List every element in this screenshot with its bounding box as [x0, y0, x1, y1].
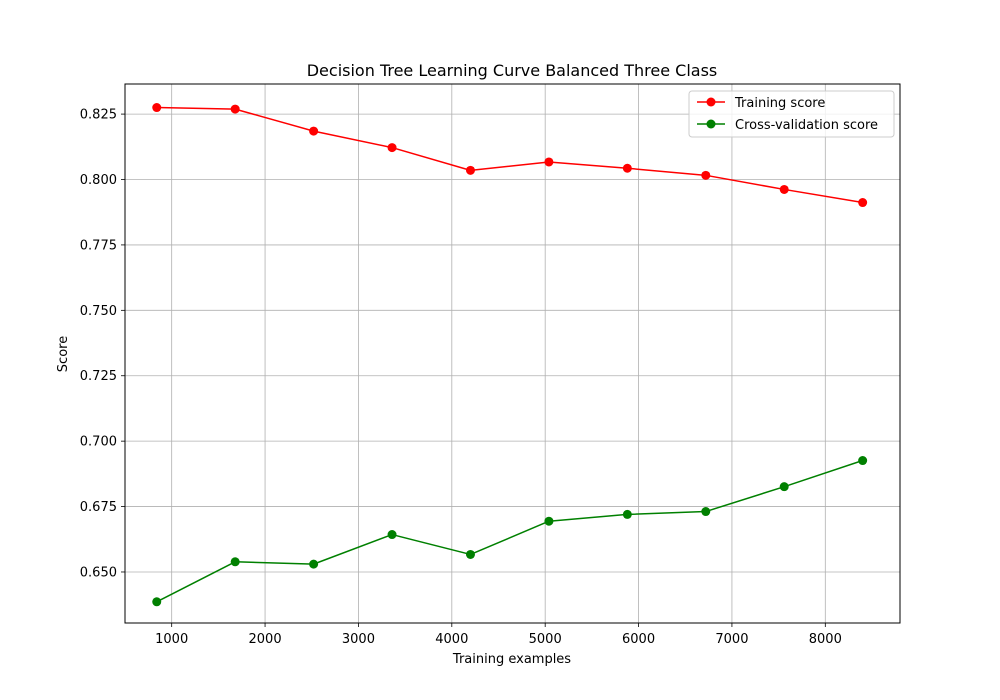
plot-frame [124, 83, 901, 624]
cross-validation-score-line [156, 459, 863, 603]
series-layer [152, 103, 868, 607]
y-tick-label: 0.650 [80, 565, 117, 580]
cross-validation-score-point [701, 507, 711, 517]
cross-validation-score-point [309, 559, 319, 569]
axis-ticks: 1000 2000 3000 4000 5000 6000 7000 8000 0.650 0.6… [80, 108, 842, 647]
y-tick-label: 0.700 [80, 435, 117, 450]
y-tick-label: 0.725 [80, 369, 117, 384]
x-tick-label: 1000 [155, 632, 188, 647]
legend-marker-training [706, 97, 716, 107]
cross-validation-score-point [230, 557, 240, 567]
legend-marker-cv [706, 119, 716, 129]
x-tick-label: 4000 [435, 632, 468, 647]
cross-validation-score-point [779, 482, 789, 492]
cross-validation-score-point [544, 516, 554, 526]
training-score-point [309, 126, 319, 136]
training-score-point [152, 103, 162, 113]
y-tick-label: 0.675 [80, 500, 117, 515]
cross-validation-score-point [152, 597, 162, 607]
x-tick-label: 2000 [249, 632, 282, 647]
legend-label-training: Training score [734, 96, 825, 111]
training-score-point [701, 170, 711, 180]
x-tick-label: 5000 [529, 632, 562, 647]
training-score-point [544, 157, 554, 167]
cross-validation-score-point [387, 530, 397, 540]
training-score-point [858, 198, 868, 208]
y-tick-label: 0.825 [80, 108, 117, 123]
x-tick-label: 6000 [622, 632, 655, 647]
x-tick-label: 3000 [342, 632, 375, 647]
training-score-point [465, 165, 475, 175]
cross-validation-score-point [858, 456, 868, 466]
legend-box [688, 90, 895, 138]
x-axis-label: Training examples [452, 652, 571, 667]
training-score-point [230, 104, 240, 114]
training-score-point [622, 163, 632, 173]
y-tick-label: 0.750 [80, 304, 117, 319]
training-score-point [779, 184, 789, 194]
grid-lines [125, 84, 900, 623]
cross-validation-score-point [465, 549, 475, 559]
training-score-point [387, 143, 397, 153]
x-tick-label: 7000 [715, 632, 748, 647]
y-tick-label: 0.800 [80, 173, 117, 188]
chart-title: Decision Tree Learning Curve Balanced Th… [307, 61, 718, 80]
legend: Training score Cross-validation score [688, 90, 895, 138]
training-score-line [156, 106, 863, 204]
plot-area [125, 84, 900, 623]
cross-validation-score-point [622, 509, 632, 519]
x-tick-label: 8000 [809, 632, 842, 647]
legend-label-cv: Cross-validation score [735, 118, 878, 133]
y-axis-label: Score [56, 336, 71, 372]
y-tick-label: 0.775 [80, 238, 117, 253]
